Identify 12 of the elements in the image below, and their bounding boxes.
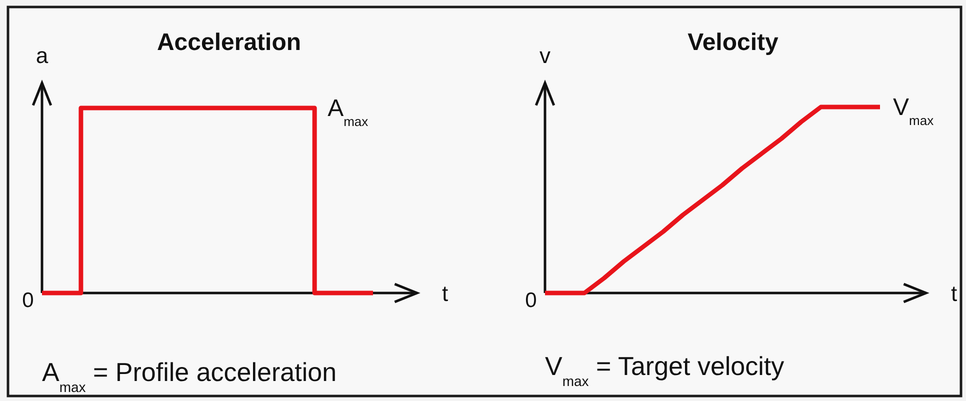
y-axis-title: a xyxy=(36,43,49,68)
annotation: 0 xyxy=(525,289,537,312)
text: V$_{max}$ = Target velocity xyxy=(545,351,784,389)
chart-title: Acceleration xyxy=(156,29,302,56)
y-axis-title: v xyxy=(540,43,550,68)
annotation: 0 xyxy=(22,289,34,312)
text: A$_{max}$ = Profile acceleration xyxy=(42,357,337,395)
chart-title: Velocity xyxy=(688,29,780,56)
annotation: A$_{max}$ xyxy=(328,95,369,129)
text: V$_{max}$ xyxy=(893,94,934,128)
x-axis-title: t xyxy=(950,281,958,306)
x-axis-title: t xyxy=(442,281,448,306)
